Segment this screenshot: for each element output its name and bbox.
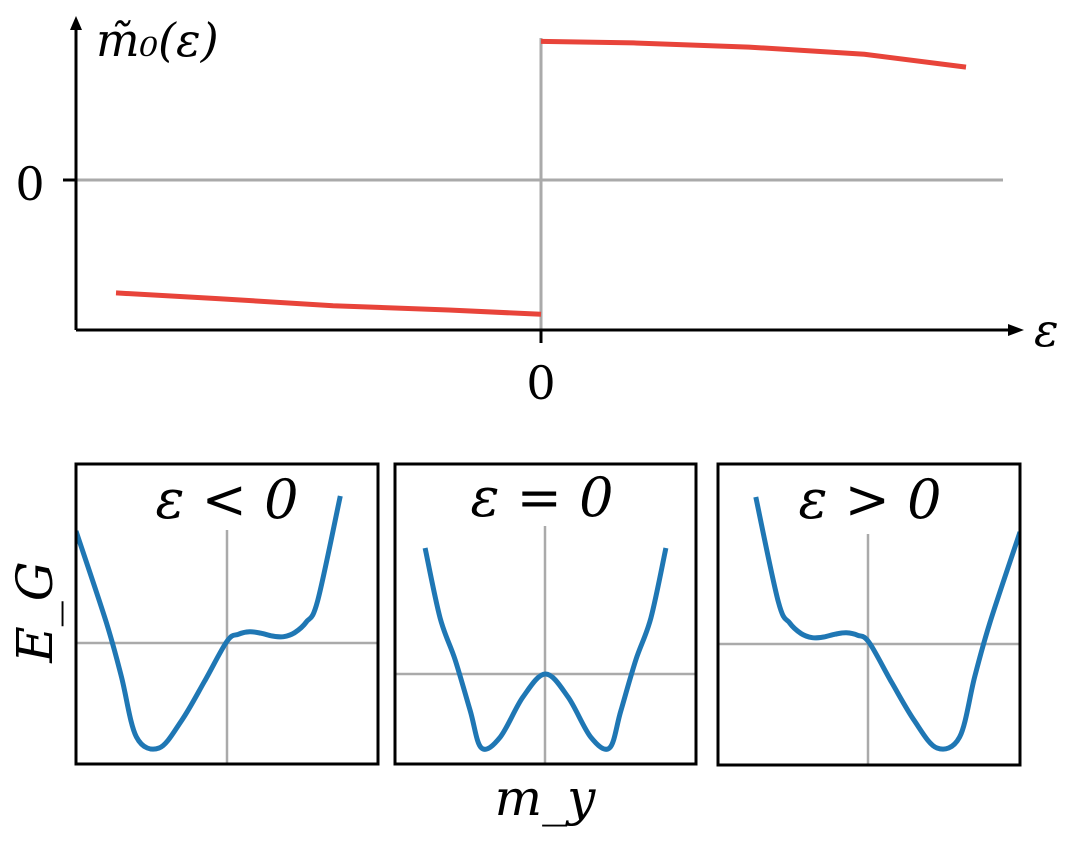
top-series-line-0 <box>115 290 542 317</box>
panel-2-frame <box>716 462 1022 767</box>
panel-0-energy-curve <box>76 495 343 752</box>
panel-1-frame <box>393 462 698 766</box>
x-axis-arrow <box>1008 324 1024 336</box>
top-series-line-1 <box>540 38 967 70</box>
panel-0-frame <box>74 462 380 766</box>
top-series-group <box>115 38 967 317</box>
panel-0-title: ε < 0 <box>156 468 299 531</box>
panel-2-energy-curve <box>753 496 1020 752</box>
bottom-y-axis-label: E_G <box>6 561 64 663</box>
panel-eps-zero: ε = 0 <box>393 462 698 766</box>
bottom-panels: ε < 0 ε = 0 ε > 0 E_G m_y <box>6 462 1022 827</box>
panel-eps-negative: ε < 0 <box>74 462 380 766</box>
x-tick-label: 0 <box>526 356 555 410</box>
panel-2-title: ε > 0 <box>799 468 942 531</box>
panel-1-curve-group <box>422 547 669 752</box>
y-axis-label: m̃₀(ε) <box>96 13 219 67</box>
panel-eps-positive: ε > 0 <box>716 462 1022 767</box>
panel-2-curve-group <box>753 496 1020 752</box>
x-axis-label: ε <box>1034 303 1059 357</box>
y-tick-label: 0 <box>15 157 44 211</box>
bottom-x-axis-label: m_y <box>495 769 596 827</box>
panel-1-title: ε = 0 <box>471 466 614 529</box>
top-plot: 0 0 m̃₀(ε) ε <box>15 13 1058 410</box>
panel-1-energy-curve <box>422 547 669 752</box>
panel-0-curve-group <box>76 495 343 752</box>
y-axis-arrow <box>70 16 82 30</box>
